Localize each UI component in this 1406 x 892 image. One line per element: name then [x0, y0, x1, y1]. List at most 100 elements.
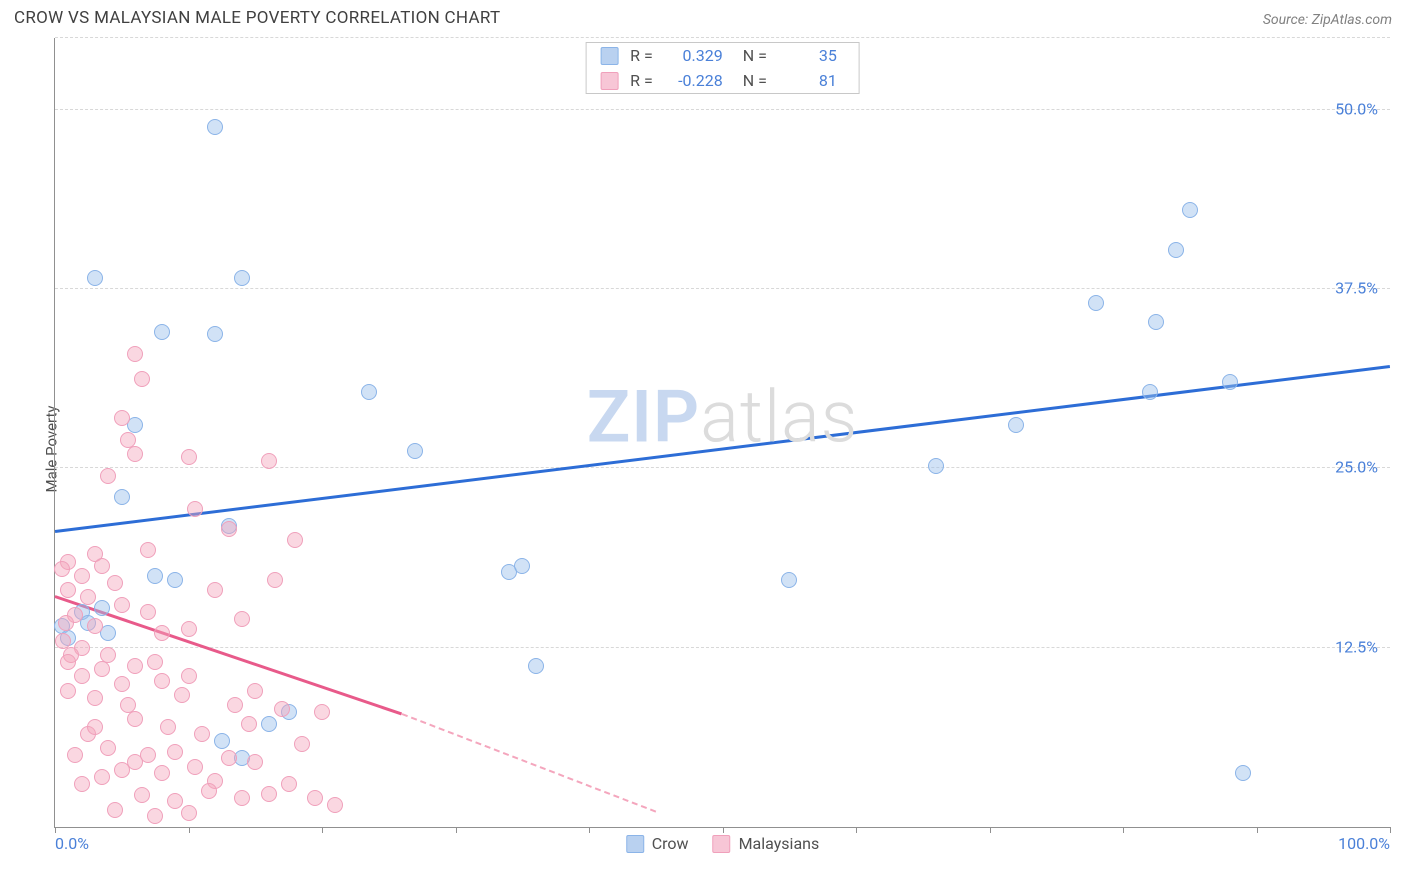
mal-point: [181, 621, 197, 637]
y-tick-label: 12.5%: [1335, 637, 1378, 656]
mal-label: Malaysians: [739, 834, 820, 853]
mal-r-value: -0.228: [673, 71, 723, 90]
mal-point: [234, 790, 250, 806]
mal-point: [221, 521, 237, 537]
crow-point: [147, 568, 163, 584]
mal-point: [80, 589, 96, 605]
crow-point: [261, 716, 277, 732]
mal-point: [160, 719, 176, 735]
mal-point: [74, 668, 90, 684]
mal-point: [187, 501, 203, 517]
mal-point: [181, 449, 197, 465]
x-tick: [856, 827, 857, 833]
mal-point: [100, 468, 116, 484]
mal-point: [261, 786, 277, 802]
mal-point: [307, 790, 323, 806]
crow-n-value: 35: [787, 46, 837, 65]
mal-point: [154, 673, 170, 689]
crow-point: [207, 119, 223, 135]
y-tick-label: 37.5%: [1335, 279, 1378, 298]
mal-point: [114, 676, 130, 692]
mal-point: [127, 658, 143, 674]
crow-trendline: [55, 365, 1390, 532]
mal-point: [247, 754, 263, 770]
gridline: [55, 109, 1390, 110]
crow-swatch-icon: [600, 47, 618, 65]
legend-item-mal: Malaysians: [713, 834, 820, 853]
crow-point: [407, 443, 423, 459]
x-tick: [723, 827, 724, 833]
crow-point: [94, 600, 110, 616]
mal-point: [60, 654, 76, 670]
mal-point: [114, 410, 130, 426]
crow-point: [1182, 202, 1198, 218]
stats-legend: R = 0.329 N = 35 R = -0.228 N = 81: [585, 42, 860, 94]
legend-item-crow: Crow: [626, 834, 689, 853]
mal-point: [287, 532, 303, 548]
mal-point: [154, 765, 170, 781]
mal-point: [261, 453, 277, 469]
mal-point: [134, 787, 150, 803]
crow-point: [1222, 374, 1238, 390]
crow-point: [87, 270, 103, 286]
mal-point: [174, 687, 190, 703]
mal-point: [60, 582, 76, 598]
mal-point: [247, 683, 263, 699]
x-min-label: 0.0%: [55, 834, 89, 853]
crow-point: [928, 458, 944, 474]
mal-point: [234, 611, 250, 627]
crow-point: [1148, 314, 1164, 330]
crow-point: [154, 324, 170, 340]
x-tick: [322, 827, 323, 833]
stats-row-mal: R = -0.228 N = 81: [586, 68, 859, 93]
mal-point: [67, 747, 83, 763]
crow-point: [781, 572, 797, 588]
gridline: [55, 647, 1390, 648]
x-tick: [1123, 827, 1124, 833]
mal-point: [314, 704, 330, 720]
crow-point: [1168, 242, 1184, 258]
gridline: [55, 467, 1390, 468]
crow-label: Crow: [652, 834, 689, 853]
mal-point: [181, 805, 197, 821]
mal-point: [127, 446, 143, 462]
gridline: [55, 288, 1390, 289]
chart-header: CROW VS MALAYSIAN MALE POVERTY CORRELATI…: [8, 8, 1398, 34]
mal-point: [74, 568, 90, 584]
crow-point: [1142, 384, 1158, 400]
mal-point: [94, 558, 110, 574]
x-tick: [589, 827, 590, 833]
mal-point: [127, 346, 143, 362]
mal-point: [94, 661, 110, 677]
mal-point: [114, 762, 130, 778]
mal-point: [55, 633, 71, 649]
x-tick: [990, 827, 991, 833]
mal-point: [201, 783, 217, 799]
source-label: Source: ZipAtlas.com: [1263, 12, 1392, 28]
crow-point: [514, 558, 530, 574]
mal-point: [58, 615, 74, 631]
mal-point: [147, 808, 163, 824]
mal-point: [294, 736, 310, 752]
mal-point: [227, 697, 243, 713]
y-tick-label: 50.0%: [1335, 99, 1378, 118]
mal-point: [241, 716, 257, 732]
mal-point: [147, 654, 163, 670]
mal-point: [140, 604, 156, 620]
crow-point: [234, 270, 250, 286]
x-tick: [456, 827, 457, 833]
x-tick: [1257, 827, 1258, 833]
crow-point: [167, 572, 183, 588]
mal-point: [181, 668, 197, 684]
mal-point: [140, 542, 156, 558]
gridline: [55, 37, 1390, 38]
x-max-label: 100.0%: [1338, 834, 1390, 853]
x-tick: [189, 827, 190, 833]
mal-point: [281, 776, 297, 792]
crow-point: [114, 489, 130, 505]
n-label: N =: [743, 71, 767, 90]
crow-swatch-icon: [626, 835, 644, 853]
mal-point: [60, 683, 76, 699]
r-label: R =: [630, 46, 653, 65]
x-tick: [1390, 827, 1391, 833]
